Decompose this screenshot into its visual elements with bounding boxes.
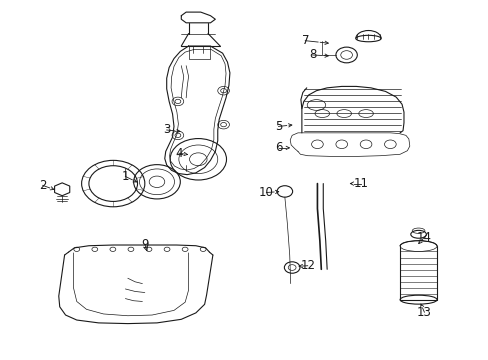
Text: 13: 13 bbox=[416, 306, 431, 319]
Text: 5: 5 bbox=[274, 120, 282, 133]
Text: 1: 1 bbox=[122, 170, 129, 183]
Text: 3: 3 bbox=[163, 123, 170, 136]
Text: 6: 6 bbox=[274, 141, 282, 154]
Text: 10: 10 bbox=[259, 186, 273, 199]
Text: 2: 2 bbox=[39, 179, 46, 192]
Text: 12: 12 bbox=[300, 259, 315, 272]
Text: 4: 4 bbox=[175, 147, 182, 160]
Text: 9: 9 bbox=[141, 238, 148, 251]
Text: 14: 14 bbox=[416, 231, 431, 244]
Text: 8: 8 bbox=[308, 49, 316, 62]
Text: 11: 11 bbox=[353, 177, 368, 190]
Text: 7: 7 bbox=[301, 34, 308, 47]
